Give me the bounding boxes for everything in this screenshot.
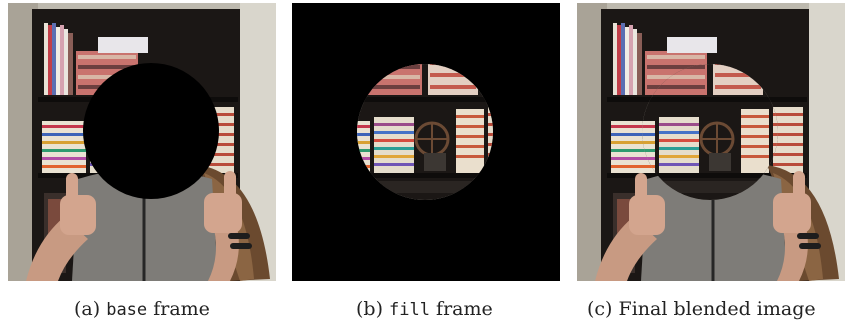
caption-a: (a) base frame <box>74 298 210 320</box>
fill-frame-image <box>292 3 560 281</box>
final-blended-image <box>577 3 845 281</box>
caption-c-text: Final blended image <box>618 298 816 320</box>
caption-c: (c) Final blended image <box>587 298 816 320</box>
caption-b: (b) fill frame <box>356 298 493 320</box>
caption-b-code: fill <box>389 300 430 320</box>
caption-a-label: (a) <box>74 298 101 320</box>
caption-b-text: frame <box>436 298 493 320</box>
panel-base-frame <box>8 3 276 281</box>
caption-b-label: (b) <box>356 298 383 320</box>
panel-fill-frame <box>292 3 560 281</box>
caption-a-text: frame <box>153 298 210 320</box>
black-mask-circle <box>83 63 219 199</box>
caption-c-label: (c) <box>587 298 613 320</box>
base-frame-image <box>8 3 276 281</box>
caption-a-code: base <box>106 300 148 320</box>
panel-final-blended <box>577 3 845 281</box>
